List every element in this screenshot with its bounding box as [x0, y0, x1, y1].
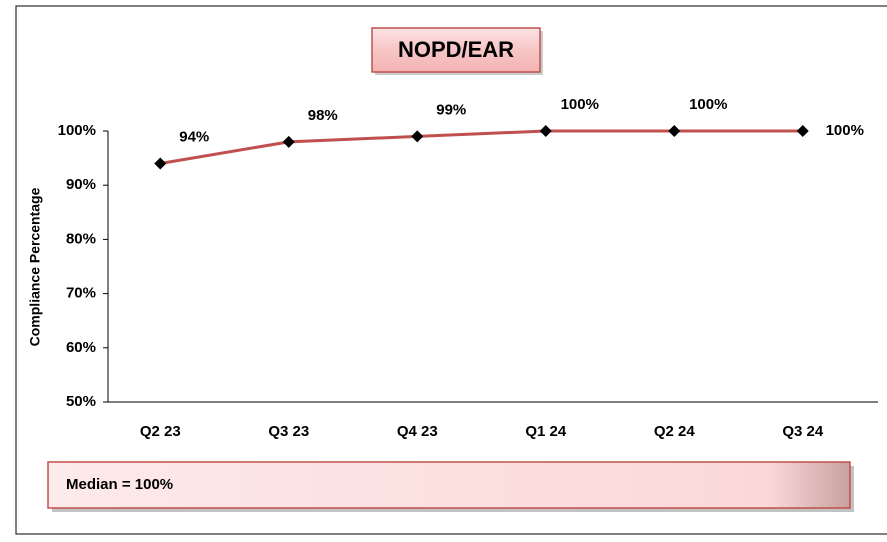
- annotation: Median = 100%: [66, 476, 173, 493]
- line: [160, 129, 803, 165]
- x-tick-label: Q3 24: [782, 423, 824, 440]
- marker: [539, 125, 552, 137]
- y-tick-label: 70%: [66, 285, 96, 302]
- y-tick-label: 60%: [66, 339, 96, 356]
- y-tick-label: 100%: [58, 122, 96, 139]
- marker: [282, 135, 295, 148]
- x-tick-label: Q2 23: [140, 423, 181, 440]
- data-label: 98%: [308, 107, 338, 124]
- data-label: 100%: [561, 96, 599, 113]
- y-tick-label: 50%: [66, 393, 96, 410]
- x-tick-label: Q1 24: [525, 423, 567, 440]
- x-tick-label: Q3 23: [268, 423, 309, 440]
- marker: [668, 125, 681, 137]
- x-tick-label: Q4 23: [397, 423, 438, 440]
- data-label: 99%: [436, 101, 466, 118]
- y-axis-label: Compliance Percentage: [27, 187, 43, 346]
- marker: [796, 125, 809, 137]
- data-label: 100%: [689, 96, 727, 113]
- data-label: 100%: [826, 122, 864, 139]
- y-tick-label: 80%: [66, 230, 96, 247]
- title-box: [371, 27, 541, 73]
- x-tick-label: Q2 24: [654, 423, 696, 440]
- y-tick-label: 90%: [66, 176, 96, 193]
- marker: [154, 157, 167, 170]
- data-label: 94%: [179, 128, 209, 145]
- marker: [411, 130, 424, 143]
- chart-title: NOPD/EAR: [398, 37, 514, 62]
- annotation-box: [47, 461, 851, 509]
- chart-border: [15, 5, 887, 535]
